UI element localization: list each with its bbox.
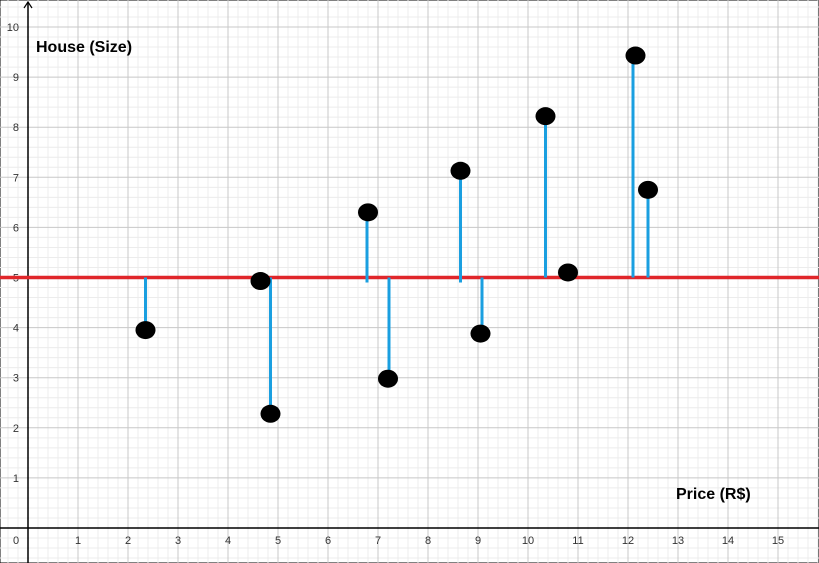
x-tick-label: 9 — [475, 535, 481, 547]
y-axis-title: House (Size) — [36, 39, 132, 56]
y-tick-label: 8 — [13, 122, 19, 134]
residual-lines — [144, 57, 650, 409]
x-tick-label: 10 — [522, 535, 534, 547]
x-tick-label: 0 — [13, 535, 19, 547]
data-point — [378, 369, 398, 388]
x-tick-label: 1 — [75, 535, 81, 547]
x-tick-label: 8 — [425, 535, 431, 547]
y-tick-label: 6 — [13, 222, 19, 234]
x-tick-label: 14 — [722, 535, 734, 547]
x-tick-label: 12 — [622, 535, 634, 547]
y-tick-label: 2 — [13, 423, 19, 435]
x-tick-label: 4 — [225, 535, 231, 547]
x-tick-label: 6 — [325, 535, 331, 547]
y-axis-arrow-icon — [23, 0, 33, 9]
data-point — [358, 203, 378, 222]
x-tick-label: 11 — [572, 535, 583, 547]
x-axis-title: Price (R$) — [676, 486, 751, 503]
x-tick-label: 7 — [375, 535, 381, 547]
y-tick-label: 7 — [13, 172, 19, 184]
data-point — [558, 263, 578, 282]
data-point — [535, 107, 556, 126]
x-tick-label: 15 — [772, 535, 784, 547]
data-point — [625, 46, 646, 65]
x-tick-label: 5 — [275, 535, 281, 547]
y-tick-label: 3 — [13, 373, 19, 385]
data-point — [470, 324, 491, 343]
data-point — [135, 321, 156, 340]
y-tick-label: 9 — [13, 72, 19, 84]
x-tick-label: 2 — [125, 535, 131, 547]
data-point — [450, 161, 471, 180]
data-point — [250, 272, 271, 291]
x-tick-label: 13 — [672, 535, 684, 547]
data-point — [260, 404, 281, 423]
y-tick-label: 10 — [7, 22, 19, 34]
data-point — [638, 180, 658, 199]
y-tick-label: 4 — [13, 323, 19, 335]
data-points — [135, 46, 658, 423]
y-tick-label: 1 — [13, 473, 19, 485]
x-tick-label: 3 — [175, 535, 181, 547]
